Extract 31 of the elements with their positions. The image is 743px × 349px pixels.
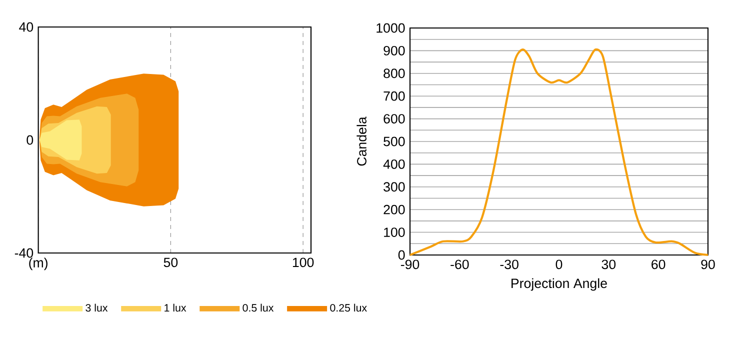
x-tick-label: -90 — [400, 260, 420, 270]
x-tick-label: (m) — [29, 258, 48, 270]
y-tick-label: 800 — [384, 68, 405, 78]
y-tick-label: 500 — [384, 136, 405, 146]
legend-label: 0.25 lux — [330, 304, 367, 312]
y-tick-label: 200 — [384, 204, 405, 214]
y-tick-label: 300 — [384, 182, 405, 192]
legend-label: 1 lux — [164, 304, 186, 312]
y-axis-title: Candela — [356, 116, 366, 166]
x-tick-label: 0 — [556, 260, 562, 270]
y-tick-label: 900 — [384, 46, 405, 56]
y-tick-label: 0 — [398, 250, 405, 260]
x-tick-label: 30 — [602, 260, 616, 270]
legend-label: 3 lux — [86, 304, 108, 312]
legend-label: 0.5 lux — [242, 304, 274, 312]
y-tick-label: 600 — [384, 114, 405, 124]
x-tick-label: -60 — [450, 260, 469, 270]
x-tick-label: 60 — [652, 260, 666, 270]
x-tick-label: 50 — [164, 258, 178, 268]
y-tick-label: 100 — [384, 228, 405, 238]
y-tick-label: -40 — [14, 248, 34, 258]
x-tick-label: -30 — [500, 260, 518, 270]
y-tick-label: 40 — [19, 22, 34, 32]
y-tick-label: 700 — [384, 91, 405, 101]
y-tick-label: 1000 — [376, 23, 405, 33]
x-tick-label: 100 — [292, 258, 314, 268]
y-tick-label: 0 — [26, 135, 34, 145]
x-tick-label: 90 — [701, 260, 715, 270]
line-series — [408, 48, 710, 256]
y-tick-label: 400 — [383, 159, 405, 169]
x-axis-title: Projection Angle — [512, 278, 607, 291]
